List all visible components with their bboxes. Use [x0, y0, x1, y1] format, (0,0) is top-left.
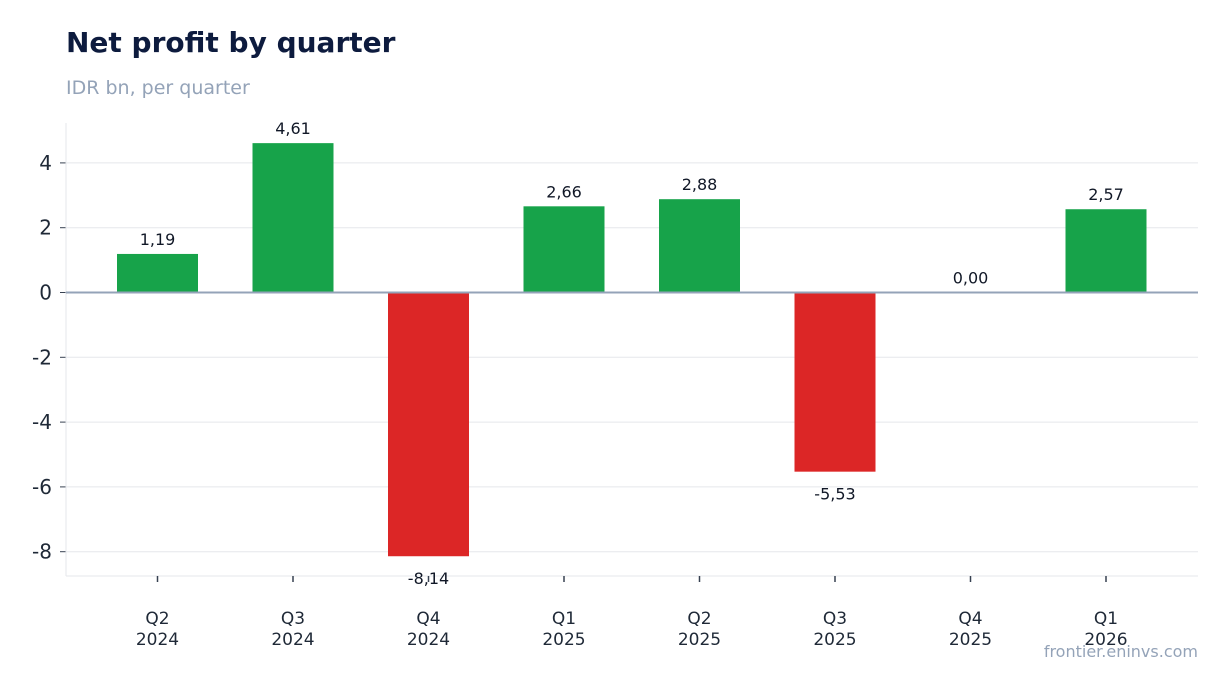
x-tick-label-year: 2024 — [271, 630, 314, 650]
data-label: -5,53 — [814, 485, 855, 504]
x-tick-label-year: 2026 — [1084, 630, 1127, 650]
bar — [659, 199, 740, 293]
x-tick-label-quarter: Q1 — [552, 609, 576, 629]
x-tick-label-quarter: Q1 — [1094, 609, 1118, 629]
data-label: 1,19 — [140, 230, 176, 249]
x-tick-label-quarter: Q3 — [281, 609, 305, 629]
data-label: 2,88 — [682, 175, 718, 194]
x-tick-label-year: 2025 — [542, 630, 585, 650]
source-watermark: frontier.eninvs.com — [1043, 642, 1198, 661]
x-tick-label-year: 2025 — [678, 630, 721, 650]
y-tick-label: -6 — [32, 475, 52, 499]
bar — [1065, 209, 1147, 293]
chart-title: Net profit by quarter — [66, 26, 396, 59]
x-tick-label-quarter: Q3 — [823, 609, 847, 629]
x-tick-label-quarter: Q4 — [958, 609, 982, 629]
data-label: 2,57 — [1088, 185, 1124, 204]
data-label: 0,00 — [953, 269, 989, 288]
x-tick-label-year: 2024 — [407, 630, 450, 650]
bar — [117, 253, 198, 293]
y-tick-label: 2 — [39, 216, 52, 240]
chart-subtitle: IDR bn, per quarter — [66, 77, 250, 99]
y-tick-label: 0 — [39, 281, 52, 305]
bar — [794, 292, 876, 472]
bar — [252, 143, 334, 293]
x-tick-label-quarter: Q2 — [145, 609, 169, 629]
x-tick-label-quarter: Q4 — [416, 609, 440, 629]
x-tick-label-quarter: Q2 — [687, 609, 711, 629]
data-label: 4,61 — [275, 119, 311, 138]
y-tick-label: 4 — [39, 151, 52, 175]
y-tick-label: -2 — [32, 345, 52, 369]
x-tick-label-year: 2025 — [949, 630, 992, 650]
x-tick-label-year: 2024 — [136, 630, 179, 650]
bar — [523, 206, 605, 293]
x-tick-label-year: 2025 — [813, 630, 856, 650]
y-tick-label: -8 — [32, 540, 52, 564]
y-tick-label: -4 — [32, 410, 52, 434]
bar — [388, 292, 469, 557]
data-label: 2,66 — [546, 182, 582, 201]
